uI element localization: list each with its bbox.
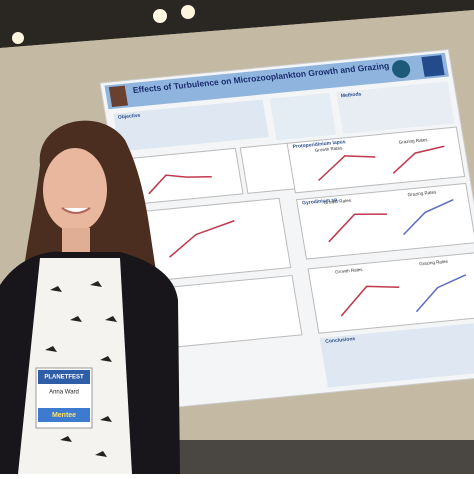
badge-strip (38, 408, 90, 422)
section-heading: Gyrodinium sp. (302, 197, 340, 206)
bird-pattern (45, 281, 117, 457)
text-block (113, 99, 269, 152)
chart-line (392, 145, 445, 174)
face (43, 148, 107, 232)
light (153, 9, 167, 23)
poster: Effects of Turbulence on Microzooplankto… (99, 48, 474, 410)
author-photo (108, 85, 129, 107)
section-heading: Conclusions (325, 336, 356, 345)
person: PLANETFEST Anna Ward Mentee (0, 120, 180, 474)
chart-line (402, 198, 454, 236)
panel-label: Growth Rates (335, 267, 364, 275)
chart-line (328, 213, 387, 243)
chart-line (340, 285, 400, 317)
smile (61, 207, 91, 214)
ceiling (0, 0, 474, 48)
chart-panel (295, 182, 474, 260)
panel-label: Grazing Rates (398, 137, 428, 145)
section-heading: Objective (117, 113, 141, 121)
panel-label: Growth Rates (314, 145, 343, 153)
logo (421, 55, 445, 77)
poster-header (104, 52, 449, 110)
logo (392, 60, 411, 79)
badge-role: Mentee (52, 412, 76, 419)
chart-line (148, 174, 212, 195)
section-heading: Methods (340, 91, 362, 99)
text-block (336, 81, 455, 134)
light (12, 32, 24, 44)
text-block (319, 321, 474, 388)
image-block (269, 93, 337, 141)
chart-panel (286, 126, 466, 194)
section-heading: Protoperidinium lapus (292, 139, 346, 150)
panel-label: Grazing Rates (407, 189, 437, 197)
chart-line (415, 274, 467, 313)
panel-label: Growth Rates (323, 198, 352, 206)
chart-panel (307, 252, 474, 334)
light (181, 5, 195, 19)
badge-brand: PLANETFEST (44, 375, 84, 381)
chart-line (318, 155, 376, 182)
badge-name: Anna Ward (49, 390, 79, 396)
panel-label: Grazing Rates (419, 259, 449, 267)
chart-line (169, 220, 235, 258)
badge-header (38, 370, 90, 384)
